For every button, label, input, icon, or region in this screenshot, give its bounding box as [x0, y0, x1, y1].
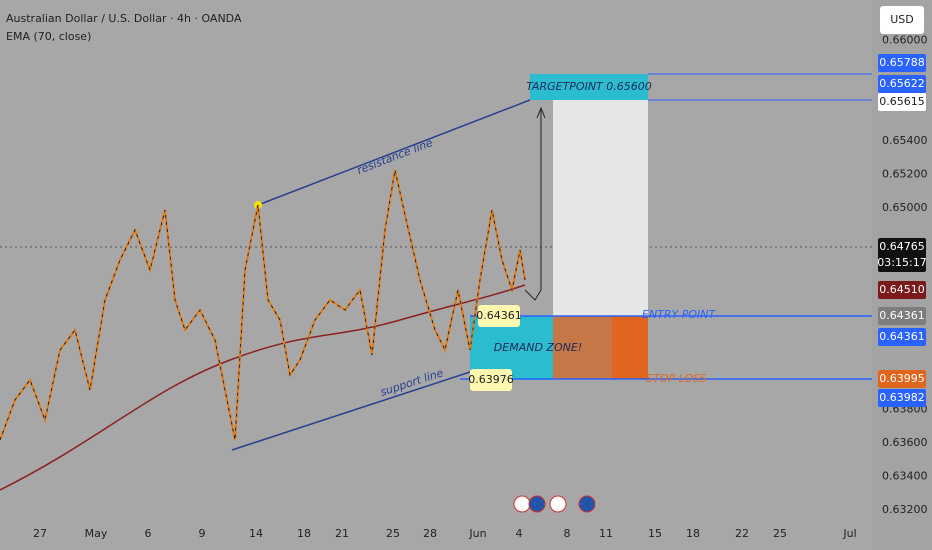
resistance-line: [257, 99, 531, 206]
time-tick-label: 15: [648, 527, 662, 540]
demand-label: DEMAND ZONE!: [494, 341, 582, 354]
event-icon[interactable]: [513, 495, 531, 513]
price-badge: [878, 328, 926, 346]
price-badge-label: 0.64361: [879, 309, 925, 322]
time-tick-label: 25: [773, 527, 787, 540]
price-badge-timer: 03:15:17: [877, 256, 926, 269]
time-tick-label: 9: [199, 527, 206, 540]
event-icons[interactable]: [513, 495, 596, 513]
price-tick-label: 0.66000: [882, 33, 928, 46]
price-badge-label: 0.64361: [879, 330, 925, 343]
price-tick-label: 0.63400: [882, 469, 928, 482]
currency[interactable]: USD: [890, 13, 914, 26]
price-badge-label: 0.63995: [879, 372, 925, 385]
time-tick-label: 28: [423, 527, 437, 540]
time-tick-label: 11: [599, 527, 613, 540]
time-tick-label: 21: [335, 527, 349, 540]
symbol-title: Australian Dollar / U.S. Dollar · 4h · O…: [6, 12, 242, 25]
profit-zone: [553, 100, 648, 316]
event-icon[interactable]: [549, 495, 567, 513]
stop-zone: [553, 316, 612, 379]
time-tick-label: Jul: [842, 527, 856, 540]
price-badge: [878, 93, 926, 111]
time-tick-label: Jun: [468, 527, 486, 540]
price-tick-label: 0.63200: [882, 503, 928, 516]
time-tick-label: 18: [686, 527, 700, 540]
price-badge: [878, 370, 926, 388]
price-badge: [878, 307, 926, 325]
time-tick-label: 14: [249, 527, 263, 540]
price-badge-label: 0.65788: [879, 56, 925, 69]
price-badge-label: 0.64765: [879, 240, 925, 253]
entry-label: ENTRY POINT: [642, 308, 717, 321]
time-tick-label: 27: [33, 527, 47, 540]
time-tick-label: 22: [735, 527, 749, 540]
price-badge: [878, 54, 926, 72]
price-badge-label: 0.65622: [879, 77, 925, 90]
support-line: [231, 371, 471, 451]
event-icon[interactable]: [578, 495, 596, 513]
price-badge: [878, 389, 926, 407]
price-tick-label: 0.63600: [882, 436, 928, 449]
target-label: TARGETPOINT 0.65600: [526, 80, 652, 93]
price-badge: [878, 281, 926, 299]
time-tick-label: 18: [297, 527, 311, 540]
arrow-path: [524, 289, 542, 301]
price-badge: [878, 75, 926, 93]
indicator-label: EMA (70, close): [6, 30, 91, 43]
stop-zone-edge: [612, 316, 648, 379]
target-box: [530, 74, 648, 100]
entry-price: 0.64361: [476, 309, 522, 322]
event-icon[interactable]: [528, 495, 546, 513]
time-tick-label: 25: [386, 527, 400, 540]
time-tick-label: 6: [145, 527, 152, 540]
stop-price: 0.63976: [468, 373, 514, 386]
price-badge-label: 0.63982: [879, 391, 925, 404]
price-badge: [878, 238, 926, 272]
entry-price-box: [478, 305, 520, 327]
arrow-head: [536, 106, 546, 119]
price-tick-label: 0.65400: [882, 134, 928, 147]
price-badge-label: 0.65615: [879, 95, 925, 108]
price-path: [0, 169, 526, 441]
time-tick-label: 8: [564, 527, 571, 540]
price-badge-label: 0.64510: [879, 283, 925, 296]
currency-button[interactable]: [880, 6, 924, 34]
stop-label: STOP LOSS: [646, 372, 707, 385]
price-tick-label: 0.65200: [882, 168, 928, 181]
price-tick-label: 0.65000: [882, 201, 928, 214]
stop-price-box: [470, 369, 512, 391]
time-tick-label: 4: [516, 527, 523, 540]
time-tick-label: May: [85, 527, 108, 540]
